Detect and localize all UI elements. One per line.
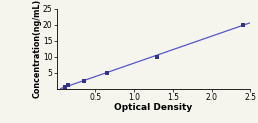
Point bbox=[105, 72, 109, 74]
Point bbox=[82, 80, 86, 82]
Point bbox=[62, 86, 67, 88]
Point bbox=[240, 24, 245, 26]
Y-axis label: Concentration(ng/mL): Concentration(ng/mL) bbox=[33, 0, 42, 98]
Point bbox=[155, 56, 159, 58]
Point bbox=[66, 84, 70, 86]
X-axis label: Optical Density: Optical Density bbox=[114, 103, 193, 112]
